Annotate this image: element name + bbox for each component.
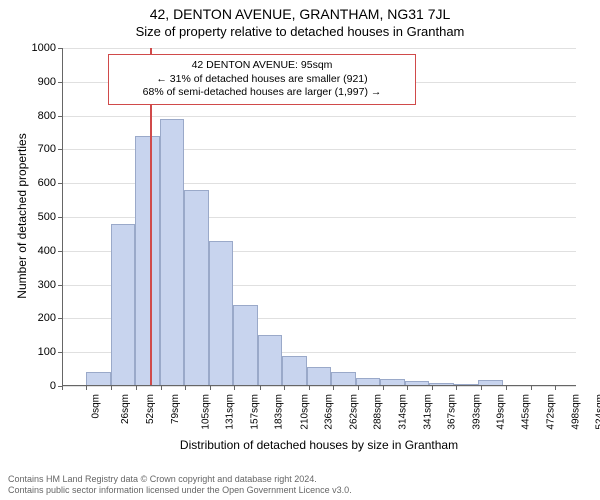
x-tick-label: 524sqm xyxy=(595,394,600,430)
x-tick-mark xyxy=(555,386,556,390)
x-tick-mark xyxy=(309,386,310,390)
y-tick-label: 100 xyxy=(26,346,56,358)
y-axis-line xyxy=(62,48,63,386)
y-tick-mark xyxy=(58,183,62,184)
annotation-line-2: ← 31% of detached houses are smaller (92… xyxy=(117,73,407,87)
x-tick-mark xyxy=(383,386,384,390)
x-tick-mark xyxy=(62,386,63,390)
x-tick-mark xyxy=(111,386,112,390)
x-tick-mark xyxy=(531,386,532,390)
histogram-bar xyxy=(184,190,208,386)
y-tick-label: 800 xyxy=(26,110,56,122)
histogram-bar xyxy=(209,241,233,386)
x-tick-label: 419sqm xyxy=(496,394,507,430)
histogram-bar xyxy=(86,372,110,386)
x-tick-label: 367sqm xyxy=(447,394,458,430)
x-tick-label: 183sqm xyxy=(274,394,285,430)
x-tick-mark xyxy=(284,386,285,390)
y-tick-label: 700 xyxy=(26,143,56,155)
x-tick-label: 314sqm xyxy=(397,394,408,430)
x-tick-label: 210sqm xyxy=(299,394,310,430)
x-tick-label: 472sqm xyxy=(546,394,557,430)
x-tick-label: 0sqm xyxy=(90,394,101,418)
y-tick-mark xyxy=(58,285,62,286)
y-tick-mark xyxy=(58,217,62,218)
histogram-bar xyxy=(331,372,355,386)
x-tick-mark xyxy=(210,386,211,390)
x-tick-mark xyxy=(506,386,507,390)
x-tick-label: 105sqm xyxy=(200,394,211,430)
x-tick-label: 131sqm xyxy=(225,394,236,430)
y-tick-label: 400 xyxy=(26,245,56,257)
y-tick-label: 900 xyxy=(26,76,56,88)
y-tick-label: 1000 xyxy=(26,42,56,54)
histogram-bar xyxy=(258,335,282,386)
annotation-line-1: 42 DENTON AVENUE: 95sqm xyxy=(117,59,407,73)
x-axis-line xyxy=(62,385,576,386)
gridline xyxy=(62,48,576,49)
histogram-bar xyxy=(307,367,331,386)
page-subtitle: Size of property relative to detached ho… xyxy=(0,24,600,39)
x-tick-mark xyxy=(234,386,235,390)
title-block: 42, DENTON AVENUE, GRANTHAM, NG31 7JL Si… xyxy=(0,0,600,39)
x-tick-mark xyxy=(136,386,137,390)
footer-line-1: Contains HM Land Registry data © Crown c… xyxy=(8,474,352,485)
x-tick-mark xyxy=(161,386,162,390)
x-tick-label: 445sqm xyxy=(520,394,531,430)
y-tick-label: 500 xyxy=(26,211,56,223)
gridline xyxy=(62,116,576,117)
y-tick-mark xyxy=(58,82,62,83)
page-title: 42, DENTON AVENUE, GRANTHAM, NG31 7JL xyxy=(0,6,600,22)
x-tick-mark xyxy=(407,386,408,390)
x-tick-mark xyxy=(260,386,261,390)
x-tick-label: 79sqm xyxy=(170,394,181,424)
y-tick-mark xyxy=(58,116,62,117)
x-tick-mark xyxy=(185,386,186,390)
y-tick-label: 300 xyxy=(26,279,56,291)
x-tick-label: 393sqm xyxy=(472,394,483,430)
y-tick-mark xyxy=(58,318,62,319)
x-tick-mark xyxy=(333,386,334,390)
histogram-bar xyxy=(160,119,184,386)
annotation-line-3: 68% of semi-detached houses are larger (… xyxy=(117,86,407,100)
y-tick-mark xyxy=(58,48,62,49)
x-tick-mark xyxy=(432,386,433,390)
x-tick-label: 52sqm xyxy=(145,394,156,424)
x-tick-label: 262sqm xyxy=(348,394,359,430)
y-tick-label: 600 xyxy=(26,177,56,189)
histogram-bar xyxy=(282,356,306,386)
y-tick-label: 0 xyxy=(26,380,56,392)
histogram-bar xyxy=(111,224,135,386)
x-tick-label: 157sqm xyxy=(249,394,260,430)
x-tick-label: 288sqm xyxy=(373,394,384,430)
y-tick-mark xyxy=(58,352,62,353)
x-tick-label: 26sqm xyxy=(120,394,131,424)
x-tick-mark xyxy=(481,386,482,390)
histogram-bar xyxy=(233,305,257,386)
x-tick-mark xyxy=(358,386,359,390)
footer-line-2: Contains public sector information licen… xyxy=(8,485,352,496)
y-tick-mark xyxy=(58,251,62,252)
x-tick-mark xyxy=(456,386,457,390)
x-tick-label: 498sqm xyxy=(570,394,581,430)
x-tick-label: 341sqm xyxy=(423,394,434,430)
y-tick-label: 200 xyxy=(26,312,56,324)
x-axis-label: Distribution of detached houses by size … xyxy=(62,438,576,452)
x-tick-mark xyxy=(86,386,87,390)
gridline xyxy=(62,386,576,387)
footer-attribution: Contains HM Land Registry data © Crown c… xyxy=(8,474,352,497)
annotation-box: 42 DENTON AVENUE: 95sqm ← 31% of detache… xyxy=(108,54,416,105)
x-tick-label: 236sqm xyxy=(324,394,335,430)
histogram-bar xyxy=(135,136,159,386)
y-tick-mark xyxy=(58,149,62,150)
